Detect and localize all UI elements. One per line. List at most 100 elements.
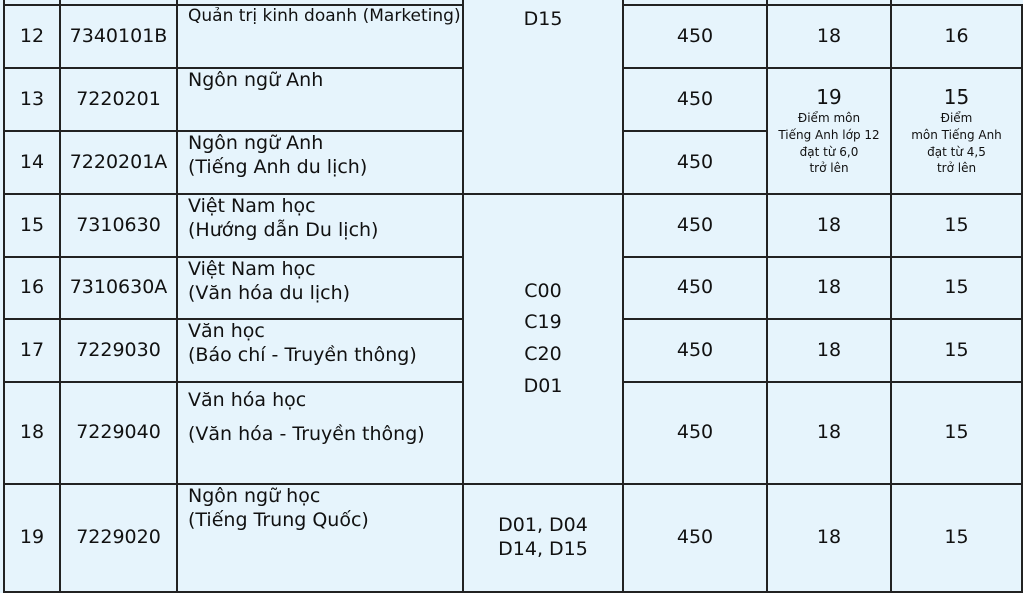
score-b: 15: [944, 526, 969, 549]
subject-group: C20: [524, 343, 562, 365]
quota: 450: [676, 276, 714, 299]
major-code: 7220201: [76, 87, 161, 110]
english-score-b: 15: [943, 84, 970, 109]
major-code: 7340101B: [69, 24, 168, 47]
quota-cell: 450: [622, 67, 768, 132]
grid-line: [766, 0, 768, 4]
major-code-cell: 7310630: [59, 193, 178, 258]
subject-group-cell: D15: [462, 0, 624, 195]
major-name: Văn hóa học: [188, 389, 307, 411]
english-score-a: 19: [816, 84, 842, 109]
score-a: 18: [816, 213, 842, 236]
row-number: 18: [19, 421, 45, 444]
major-code-cell: 7229040: [59, 381, 178, 485]
english-score-a-cell: 19 Điểm môn Tiếng Anh lớp 12 đạt từ 6,0 trở …: [766, 67, 892, 195]
row-number: 14: [19, 150, 45, 173]
major-code: 7229030: [76, 338, 161, 361]
english-note-a: Tiếng Anh lớp 12: [778, 127, 880, 142]
row-number-cell: 12: [3, 4, 61, 69]
score-b: 15: [944, 338, 969, 361]
row-number-cell: 14: [3, 130, 61, 195]
major-code: 7229040: [76, 421, 161, 444]
subject-group: D01: [523, 374, 563, 397]
score-b-cell: 15: [890, 256, 1023, 320]
major-name-cell: Ngôn ngữ Anh: [176, 67, 464, 132]
subject-group: D15: [523, 8, 563, 30]
major-code-cell: 7310630A: [59, 256, 178, 320]
major-code: 7229020: [76, 526, 161, 549]
major-code-cell: 7229030: [59, 318, 178, 383]
major-name: Việt Nam học: [188, 195, 316, 217]
score-a-cell: 18: [766, 256, 892, 320]
english-score-b-cell: 15 Điểm môn Tiếng Anh đạt từ 4,5 trở lên: [890, 67, 1023, 195]
row-number: 13: [19, 87, 45, 110]
quota-cell: 450: [622, 381, 768, 485]
quota: 450: [676, 421, 714, 444]
grid-line: [622, 0, 624, 4]
major-name-cell: Quản trị kinh doanh (Marketing): [176, 4, 464, 69]
grid-line: [176, 0, 178, 4]
major-name: Ngôn ngữ Anh: [188, 132, 324, 154]
quota: 450: [676, 150, 714, 173]
row-number-cell: 18: [3, 381, 61, 485]
major-name-detail: (Tiếng Anh du lịch): [188, 155, 368, 178]
row-number: 19: [19, 526, 45, 549]
row-number: 17: [19, 338, 45, 361]
score-a: 18: [816, 276, 842, 299]
row-number-cell: 13: [3, 67, 61, 132]
row-number: 15: [19, 213, 45, 236]
row-number: 12: [19, 24, 45, 47]
score-a-cell: 18: [766, 483, 892, 593]
major-name: Quản trị kinh doanh (Marketing): [188, 6, 461, 26]
major-name-detail: (Văn hóa du lịch): [188, 281, 351, 304]
quota: 450: [676, 526, 714, 549]
score-b: 15: [944, 213, 969, 236]
row-number-cell: 17: [3, 318, 61, 383]
row-number-cell: 19: [3, 483, 61, 593]
english-note-a: đạt từ 6,0: [799, 144, 859, 159]
major-code: 7310630A: [69, 276, 168, 299]
major-name: Việt Nam học: [188, 258, 316, 280]
score-a-cell: 18: [766, 193, 892, 258]
score-a: 18: [816, 421, 842, 444]
row-number-cell: 15: [3, 193, 61, 258]
score-a-cell: 18: [766, 4, 892, 69]
major-name-cell: Văn học (Báo chí - Truyền thông): [176, 318, 464, 383]
major-name-cell: Việt Nam học (Văn hóa du lịch): [176, 256, 464, 320]
row-number: 16: [19, 276, 45, 299]
score-b-cell: 15: [890, 381, 1023, 485]
score-a-cell: 18: [766, 381, 892, 485]
major-code: 7220201A: [69, 150, 168, 173]
major-name: Ngôn ngữ học: [188, 485, 321, 507]
major-code: 7310630: [76, 213, 161, 236]
english-note-b: đạt từ 4,5: [927, 144, 986, 159]
quota: 450: [676, 338, 714, 361]
major-name-detail: (Hướng dẫn Du lịch): [188, 218, 379, 241]
score-b: 16: [944, 24, 969, 47]
major-name: Ngôn ngữ Anh: [188, 69, 324, 91]
score-b: 15: [944, 276, 969, 299]
quota-cell: 450: [622, 130, 768, 195]
score-a: 18: [816, 24, 842, 47]
major-name-detail: (Báo chí - Truyền thông): [188, 343, 417, 366]
major-code-cell: 7229020: [59, 483, 178, 593]
major-code-cell: 7220201: [59, 67, 178, 132]
english-note-a: Điểm môn: [797, 110, 861, 125]
english-note-b: Điểm: [940, 110, 973, 125]
quota: 450: [676, 87, 714, 110]
major-name-cell: Ngôn ngữ Anh (Tiếng Anh du lịch): [176, 130, 464, 195]
score-a-cell: 18: [766, 318, 892, 383]
score-b-cell: 15: [890, 318, 1023, 383]
quota-cell: 450: [622, 256, 768, 320]
subject-group: C19: [524, 311, 562, 334]
score-a: 18: [816, 526, 842, 549]
score-b-cell: 15: [890, 193, 1023, 258]
quota-cell: 450: [622, 318, 768, 383]
subject-group: D01, D04: [498, 514, 588, 537]
major-code-cell: 7220201A: [59, 130, 178, 195]
major-code-cell: 7340101B: [59, 4, 178, 69]
score-b-cell: 15: [890, 483, 1023, 593]
grid-line: [890, 0, 892, 4]
english-note-b: trở lên: [936, 161, 977, 176]
quota-cell: 450: [622, 193, 768, 258]
